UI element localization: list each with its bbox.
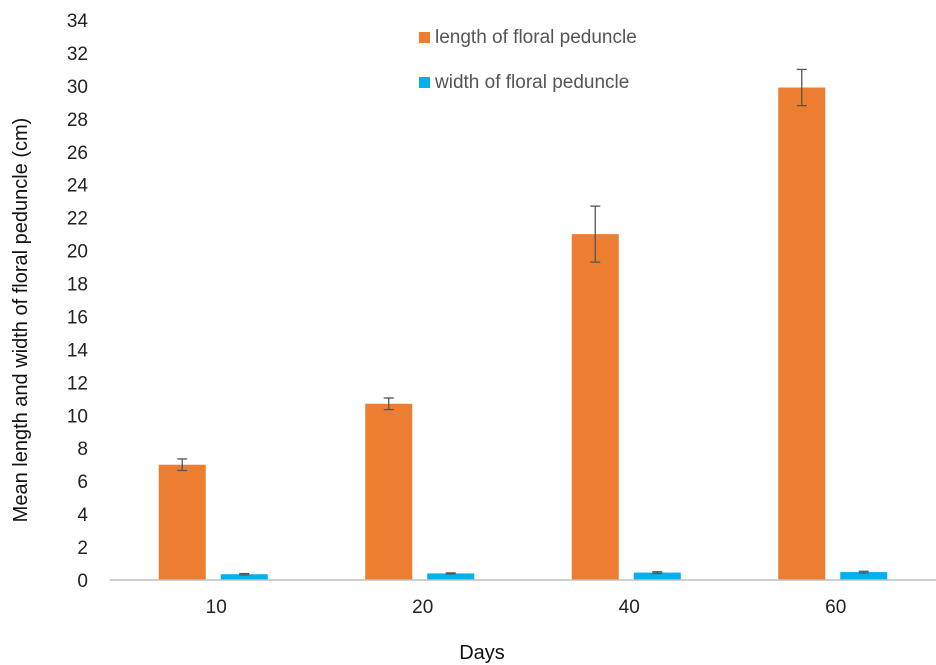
bar-width-40: [633, 572, 681, 580]
y-tick-label: 34: [67, 11, 89, 32]
bar-length-10: [158, 464, 206, 580]
y-tick-label: 14: [67, 340, 89, 361]
bar-width-10: [220, 574, 268, 580]
bar-width-20: [427, 573, 475, 580]
error-bar-width-40: [652, 571, 663, 575]
x-axis-ticks: 10 20 40 60: [206, 597, 847, 618]
legend-swatch-width: [419, 77, 430, 88]
x-tick-label: 10: [206, 597, 227, 618]
error-bar-length-60: [796, 68, 807, 107]
y-tick-label: 30: [67, 77, 88, 98]
error-bar-width-10: [239, 572, 250, 576]
y-tick-label: 24: [67, 176, 89, 197]
bar-width-60: [840, 572, 888, 580]
y-tick-label: 12: [67, 373, 88, 394]
legend-label-length: length of floral peduncle: [435, 27, 637, 48]
legend-swatch-length: [419, 32, 430, 43]
error-bar-length-40: [590, 205, 601, 263]
y-tick-label: 18: [67, 275, 88, 296]
y-tick-label: 16: [67, 307, 88, 328]
bar-length-40: [571, 234, 619, 580]
y-tick-label: 26: [67, 143, 88, 164]
y-tick-label: 22: [67, 209, 88, 230]
x-tick-label: 60: [825, 597, 846, 618]
x-tick-label: 40: [619, 597, 640, 618]
y-tick-label: 4: [77, 505, 88, 526]
bar-length-20: [365, 403, 413, 580]
bar-length-60: [778, 87, 826, 580]
error-bar-width-20: [445, 572, 456, 575]
y-tick-label: 8: [77, 439, 88, 460]
x-tick-label: 20: [412, 597, 433, 618]
error-bar-width-60: [858, 570, 869, 574]
error-bar-length-20: [383, 397, 394, 411]
x-axis-title: Days: [459, 642, 505, 664]
y-tick-label: 32: [67, 44, 88, 65]
y-tick-label: 6: [77, 472, 88, 493]
y-tick-label: 10: [67, 406, 88, 427]
y-tick-label: 2: [77, 538, 88, 559]
error-bars: [177, 68, 869, 576]
y-axis-title: Mean length and width of floral peduncle…: [10, 118, 32, 523]
error-bar-length-10: [177, 458, 188, 472]
legend: length of floral peduncle width of floral…: [419, 27, 637, 93]
bars: [158, 87, 888, 580]
y-tick-label: 20: [67, 242, 88, 263]
y-tick-label: 28: [67, 110, 88, 131]
y-tick-label: 0: [77, 571, 88, 592]
legend-label-width: width of floral peduncle: [434, 72, 629, 93]
